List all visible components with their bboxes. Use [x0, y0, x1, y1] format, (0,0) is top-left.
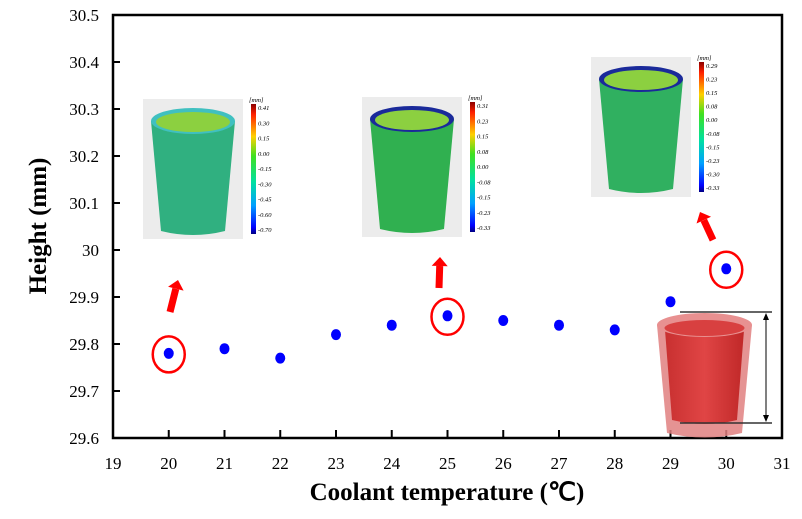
x-tick-label: 30 [718, 454, 735, 473]
y-tick-label: 29.8 [69, 335, 99, 354]
cup-inner [375, 110, 449, 130]
y-tick-label: 30.1 [69, 194, 99, 213]
color-scale-label: -0.23 [706, 158, 720, 165]
highlight-circle [430, 297, 465, 337]
data-point [163, 347, 174, 359]
color-scale-label: 0.15 [706, 90, 718, 97]
x-axis-label: Coolant temperature (℃) [310, 479, 585, 506]
x-tick-label: 27 [551, 454, 569, 473]
color-scale-label: 0.15 [258, 136, 270, 143]
deviation-inset: [mm]0.31 0.23 0.15 0.08 0.00 -0.08 -0.15 -0.23 -… [362, 95, 491, 237]
color-scale-label: -0.08 [477, 179, 491, 186]
x-tick-label: 26 [495, 454, 512, 473]
color-scale-label: -0.15 [477, 195, 491, 202]
x-tick-label: 28 [606, 454, 623, 473]
color-scale-unit: [mm] [249, 97, 264, 104]
data-point [554, 319, 564, 331]
data-point [498, 315, 509, 326]
cup-opening [664, 320, 745, 336]
color-scale-unit: [mm] [468, 95, 483, 102]
color-scale-label: -0.60 [258, 212, 272, 219]
color-scale-label: -0.30 [258, 181, 272, 188]
y-tick-label: 30.5 [69, 6, 99, 25]
color-scale-label: 0.23 [706, 77, 718, 84]
color-scale-label: -0.15 [258, 166, 272, 173]
cup-body [599, 79, 683, 193]
y-tick-label: 30 [82, 241, 99, 260]
highlight-circle [709, 250, 744, 290]
y-tick-label: 29.6 [69, 429, 99, 448]
x-tick-label: 20 [160, 454, 177, 473]
arrow-head [431, 257, 448, 267]
cup-inner [604, 70, 678, 90]
data-point [331, 329, 341, 341]
y-tick-label: 30.3 [69, 100, 99, 119]
cup-body [370, 119, 454, 233]
red-arrow-icon [431, 257, 448, 289]
color-scale-bar [251, 104, 256, 234]
arrow-shaft [435, 265, 444, 289]
data-point [275, 352, 286, 364]
x-tick-label: 29 [662, 454, 679, 473]
color-scale-unit: [mm] [697, 55, 712, 62]
inner-cup [665, 330, 744, 424]
color-scale-label: 0.15 [477, 134, 489, 141]
y-tick-label: 30.4 [69, 53, 99, 72]
x-tick-label: 25 [439, 454, 456, 473]
color-scale-bar [470, 102, 475, 232]
color-scale-label: 0.31 [477, 103, 488, 110]
x-tick-label: 22 [272, 454, 289, 473]
red-arrow-icon [166, 280, 184, 313]
deviation-inset: [mm]0.41 0.30 0.15 0.00 -0.15 -0.30 -0.45 -0.60… [143, 97, 272, 239]
arrow-head [168, 280, 184, 291]
color-scale-label: -0.08 [706, 131, 720, 138]
data-point [386, 319, 397, 331]
color-scale-label: 0.00 [477, 164, 489, 171]
cup-inner [156, 112, 230, 132]
data-point [665, 296, 676, 308]
x-tick-label: 19 [105, 454, 122, 473]
x-tick-label: 24 [383, 454, 401, 473]
color-scale-label: -0.45 [258, 197, 272, 204]
color-scale-label: 0.08 [706, 104, 718, 111]
x-tick-label: 21 [216, 454, 233, 473]
color-scale-label: 0.23 [477, 118, 489, 125]
data-point [609, 324, 620, 336]
y-axis-label: Height (mm) [25, 158, 52, 295]
color-scale-label: 0.29 [706, 63, 718, 70]
data-point [442, 310, 453, 322]
color-scale-label: -0.23 [477, 210, 491, 217]
color-scale-label: 0.00 [706, 117, 718, 124]
y-tick-label: 29.9 [69, 288, 99, 307]
dimension-arrowhead [763, 313, 769, 320]
y-tick-label: 30.2 [69, 147, 99, 166]
color-scale-label: -0.15 [706, 144, 720, 151]
deviation-inset: [mm]0.29 0.23 0.15 0.08 0.00 -0.08 -0.15 -0.23 -… [591, 55, 720, 197]
arrow-shaft [166, 287, 180, 313]
color-scale-label: 0.30 [258, 120, 270, 127]
color-scale-label: -0.33 [706, 185, 720, 192]
color-scale-label: 0.08 [477, 149, 489, 156]
dimension-arrowhead [763, 415, 769, 422]
color-scale-label: -0.33 [477, 225, 491, 232]
y-tick-label: 29.7 [69, 382, 99, 401]
color-scale-label: -0.30 [706, 171, 720, 178]
data-point [721, 263, 732, 275]
color-scale-label: -0.70 [258, 227, 272, 234]
arrow-shaft [700, 218, 717, 242]
color-scale-label: 0.41 [258, 105, 269, 112]
color-scale-label: 0.00 [258, 151, 270, 158]
highlight-circle [151, 335, 186, 374]
arrow-head [696, 212, 712, 224]
color-scale-bar [699, 62, 704, 192]
data-point [219, 343, 230, 355]
cup-body [151, 121, 235, 235]
x-tick-label: 23 [328, 454, 345, 473]
x-tick-label: 31 [774, 454, 791, 473]
cup-height-schematic [657, 311, 772, 438]
red-arrow-icon [696, 212, 717, 242]
